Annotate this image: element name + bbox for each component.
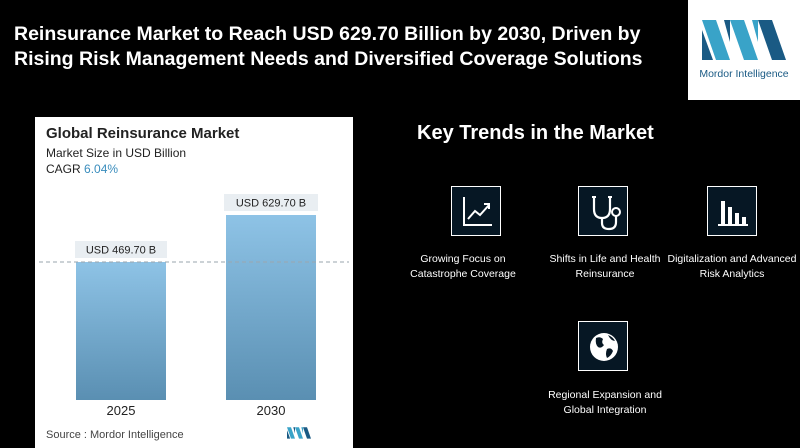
cagr: CAGR 6.04% (46, 162, 118, 176)
data-label-2030: USD 629.70 B (224, 194, 318, 211)
headline: Reinsurance Market to Reach USD 629.70 B… (14, 23, 643, 70)
mordor-logo: Mordor Intelligence (688, 0, 800, 100)
cagr-label: CAGR (46, 162, 81, 176)
chart-subtitle: Market Size in USD Billion (46, 146, 187, 160)
bar-2030 (226, 215, 316, 400)
cagr-value: 6.04% (84, 162, 119, 176)
trend-label-4: Regional Expansion and Global Integratio… (548, 389, 662, 416)
chart-panel: USD 469.70 B 2025 USD 629.70 B 2030 Global … (35, 117, 353, 448)
logo-text: Mordor Intelligence (699, 68, 789, 80)
trends-title: Key Trends in the Market (417, 122, 654, 144)
category-label-2025: 2025 (107, 403, 136, 418)
mini-logo-icon (287, 427, 311, 439)
mordor-logo-icon (702, 20, 786, 60)
chart-title: Global Reinsurance Market (46, 125, 240, 142)
bar-2025 (76, 262, 166, 400)
stethoscope-icon (578, 186, 628, 236)
trend-label-2: Shifts in Life and Health Reinsurance (549, 253, 661, 280)
data-label-2025: USD 469.70 B (75, 241, 167, 259)
trend-label-1: Growing Focus on Catastrophe Coverage (410, 253, 516, 280)
category-label-2030: 2030 (257, 403, 286, 418)
globe-icon (578, 321, 628, 371)
line-chart-icon (451, 186, 501, 236)
trend-label-3: Digitalization and Advanced Risk Analyti… (667, 253, 797, 280)
source-text: Source : Mordor Intelligence (46, 429, 184, 441)
bar-chart-icon (707, 186, 757, 236)
svg-text:USD 469.70 B: USD 469.70 B (86, 245, 156, 257)
bar-chart: USD 469.70 B 2025 USD 629.70 B 2030 (39, 194, 349, 418)
svg-text:USD 629.70 B: USD 629.70 B (236, 198, 306, 210)
